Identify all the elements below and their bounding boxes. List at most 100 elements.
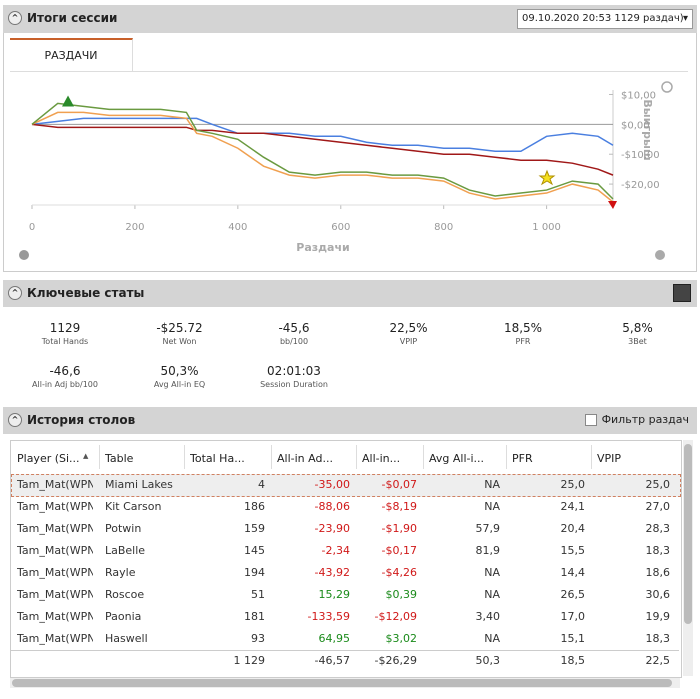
info-icon[interactable] xyxy=(655,250,665,260)
h-scrollbar[interactable] xyxy=(10,678,680,688)
stat-label: Total Hands xyxy=(41,337,89,346)
column-header[interactable]: Player (Si... xyxy=(17,452,80,465)
stat-value: 5,8% xyxy=(622,321,653,335)
table-cell: 18,3 xyxy=(645,632,671,645)
stat-label: Net Won xyxy=(162,337,197,346)
table-cell: -$12,09 xyxy=(374,610,417,623)
table-cell: -88,06 xyxy=(314,500,350,513)
table-cell: NA xyxy=(484,500,500,513)
section-title: Ключевые статы xyxy=(27,286,145,300)
column-header[interactable]: All-in... xyxy=(362,452,401,465)
total-cell: -46,57 xyxy=(314,654,350,667)
tab[interactable]: РАЗДАЧИ xyxy=(10,38,133,72)
column-header[interactable]: Total Ha... xyxy=(190,452,245,465)
table-cell: -35,00 xyxy=(314,478,350,491)
session-dropdown[interactable]: 09.10.2020 20:53 1129 раздач) ▾ xyxy=(517,9,693,29)
total-cell: 18,5 xyxy=(560,654,586,667)
x-tick-label: 400 xyxy=(228,222,247,233)
column-header[interactable]: PFR xyxy=(512,452,533,465)
table-cell: 81,9 xyxy=(475,544,501,557)
stat-value: -45,6 xyxy=(278,321,310,335)
chart-panel xyxy=(3,33,697,272)
table-cell: 3,40 xyxy=(475,610,501,623)
stat: 22,5% VPIP xyxy=(352,321,466,346)
table-cell: 19,9 xyxy=(645,610,671,623)
table-cell: Miami Lakes xyxy=(105,478,173,491)
table-cell: Paonia xyxy=(105,610,142,623)
stat-value: -$25.72 xyxy=(156,321,203,335)
table-cell: -43,92 xyxy=(314,566,350,579)
stat: 5,8% 3Bet xyxy=(581,321,695,346)
y-tick-label: $10,00 xyxy=(621,90,656,101)
table-cell: 27,0 xyxy=(645,500,671,513)
table-cell: -2,34 xyxy=(321,544,350,557)
column-header[interactable]: VPIP xyxy=(597,452,622,465)
session-header: ^ Итоги сессии 09.10.2020 20:53 1129 раз… xyxy=(3,5,697,33)
table-cell: 18,3 xyxy=(645,544,671,557)
x-tick-label: 1 000 xyxy=(532,222,561,233)
table-cell: 15,5 xyxy=(560,544,586,557)
table-cell: 4 xyxy=(258,478,265,491)
y-axis-label: Выигрыш xyxy=(641,99,654,160)
table-cell: NA xyxy=(484,588,500,601)
table-cell: 28,3 xyxy=(645,522,671,535)
stat: -45,6 bb/100 xyxy=(237,321,351,346)
table-cell: Tam_Mat(WPN) xyxy=(17,632,93,645)
table-cell: Roscoe xyxy=(105,588,145,601)
table-cell: 194 xyxy=(244,566,265,579)
table-cell: 24,1 xyxy=(560,500,586,513)
stat: 18,5% PFR xyxy=(466,321,580,346)
stat: 02:01:03 Session Duration xyxy=(237,364,351,389)
column-header[interactable]: All-in Ad... xyxy=(277,452,333,465)
layout-button[interactable] xyxy=(673,284,691,302)
table-cell: 15,29 xyxy=(318,588,351,601)
stat-label: VPIP xyxy=(399,337,418,346)
collapse-icon[interactable]: ^ xyxy=(8,413,22,427)
table-cell: 18,6 xyxy=(645,566,671,579)
table-cell: Potwin xyxy=(105,522,142,535)
session-label: 09.10.2020 20:53 1129 раздач) xyxy=(522,13,684,24)
stat: -46,6 All-in Adj bb/100 xyxy=(8,364,122,389)
series-line xyxy=(31,102,614,200)
stat-label: All-in Adj bb/100 xyxy=(32,380,98,389)
zoom-icon[interactable] xyxy=(661,81,673,93)
table-cell: 51 xyxy=(251,588,265,601)
table-cell: -133,59 xyxy=(307,610,350,623)
collapse-icon[interactable]: ^ xyxy=(8,11,22,25)
stat-value: 1129 xyxy=(49,321,81,335)
table-cell: 20,4 xyxy=(560,522,586,535)
y-tick-label: $0,00 xyxy=(621,120,650,131)
table-cell: -23,90 xyxy=(314,522,350,535)
v-scrollbar[interactable] xyxy=(683,440,693,676)
filter-label: Фильтр раздач xyxy=(601,413,689,426)
table-cell: Haswell xyxy=(105,632,148,645)
column-header[interactable]: Table xyxy=(105,452,134,465)
x-axis-label: Раздачи xyxy=(296,241,349,254)
table-cell: 93 xyxy=(251,632,265,645)
settings-icon[interactable] xyxy=(19,250,29,260)
table-cell: 15,1 xyxy=(560,632,586,645)
table-cell: Tam_Mat(WPN) xyxy=(17,610,93,623)
table-cell: 25,0 xyxy=(560,478,586,491)
table-cell: NA xyxy=(484,478,500,491)
x-tick-label: 600 xyxy=(331,222,350,233)
table-cell: 14,4 xyxy=(560,566,586,579)
table-cell: 181 xyxy=(244,610,265,623)
table-cell: LaBelle xyxy=(105,544,146,557)
table-cell: Kit Carson xyxy=(105,500,162,513)
table-cell: 186 xyxy=(244,500,265,513)
filter-checkbox[interactable]: Фильтр раздач xyxy=(584,413,689,426)
table-cell: Tam_Mat(WPN) xyxy=(17,500,93,513)
table-cell: 145 xyxy=(244,544,265,557)
table-cell: 30,6 xyxy=(645,588,671,601)
max-marker xyxy=(62,95,75,107)
collapse-icon[interactable]: ^ xyxy=(8,286,22,300)
stat-value: 50,3% xyxy=(160,364,199,378)
stat-value: 18,5% xyxy=(503,321,543,335)
column-header[interactable]: Avg All-i... xyxy=(429,452,485,465)
stat-label: 3Bet xyxy=(628,337,647,346)
y-tick-label: -$20,00 xyxy=(621,180,660,191)
table-cell: -$1,90 xyxy=(381,522,417,535)
table-cell: 57,9 xyxy=(475,522,501,535)
